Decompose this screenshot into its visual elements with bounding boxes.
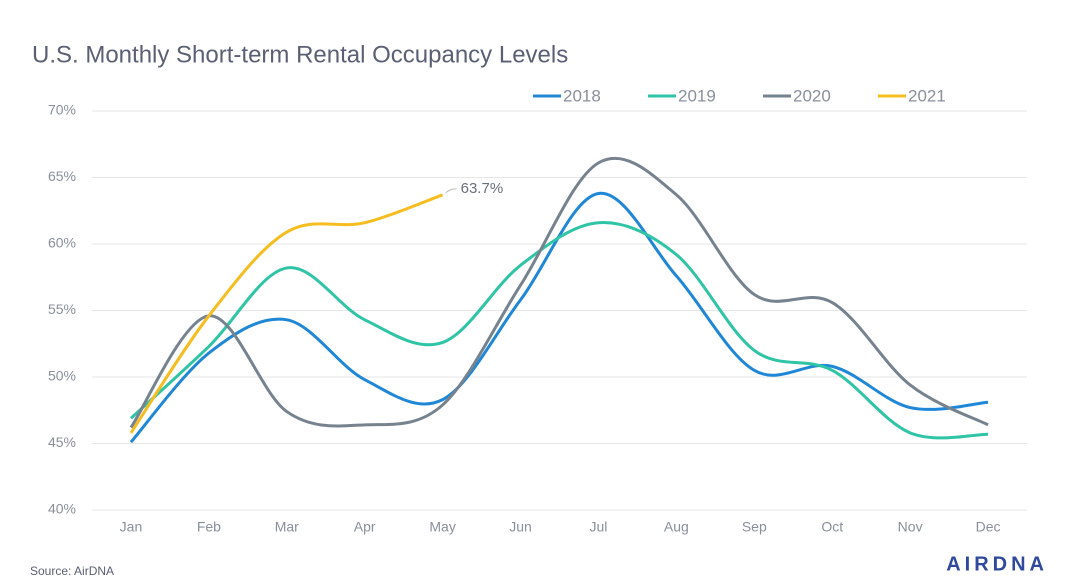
x-tick-label: Mar bbox=[275, 519, 299, 535]
x-tick-label: Dec bbox=[976, 519, 1001, 535]
legend-label: 2021 bbox=[908, 86, 946, 105]
series-line bbox=[129, 156, 989, 429]
value-label: 63.7% bbox=[461, 180, 504, 197]
y-tick-label: 65% bbox=[48, 168, 76, 184]
legend-label: 2019 bbox=[678, 86, 716, 105]
x-tick-label: Oct bbox=[821, 519, 843, 535]
y-tick-label: 55% bbox=[48, 301, 76, 317]
x-tick-label: May bbox=[429, 519, 455, 535]
series-line bbox=[129, 191, 989, 444]
y-tick-label: 45% bbox=[48, 434, 76, 450]
y-tick-label: 40% bbox=[48, 501, 76, 517]
x-tick-label: Jan bbox=[120, 519, 143, 535]
y-tick-label: 50% bbox=[48, 368, 76, 384]
series-line bbox=[129, 221, 989, 440]
legend-label: 2020 bbox=[793, 86, 831, 105]
x-tick-label: Jun bbox=[509, 519, 532, 535]
x-tick-label: Feb bbox=[197, 519, 221, 535]
x-tick-label: Aug bbox=[664, 519, 689, 535]
chart-title: U.S. Monthly Short-term Rental Occupancy… bbox=[32, 41, 568, 68]
legend-label: 2018 bbox=[563, 86, 601, 105]
y-tick-label: 70% bbox=[48, 102, 76, 118]
label-leader bbox=[445, 188, 457, 194]
source: Source: AirDNA bbox=[30, 564, 114, 578]
x-tick-label: Nov bbox=[898, 519, 923, 535]
series-line bbox=[129, 193, 444, 434]
logo: AIRDNA bbox=[946, 553, 1048, 575]
x-tick-label: Apr bbox=[354, 519, 376, 535]
x-tick-label: Jul bbox=[590, 519, 608, 535]
x-tick-label: Sep bbox=[742, 519, 767, 535]
y-tick-label: 60% bbox=[48, 235, 76, 251]
